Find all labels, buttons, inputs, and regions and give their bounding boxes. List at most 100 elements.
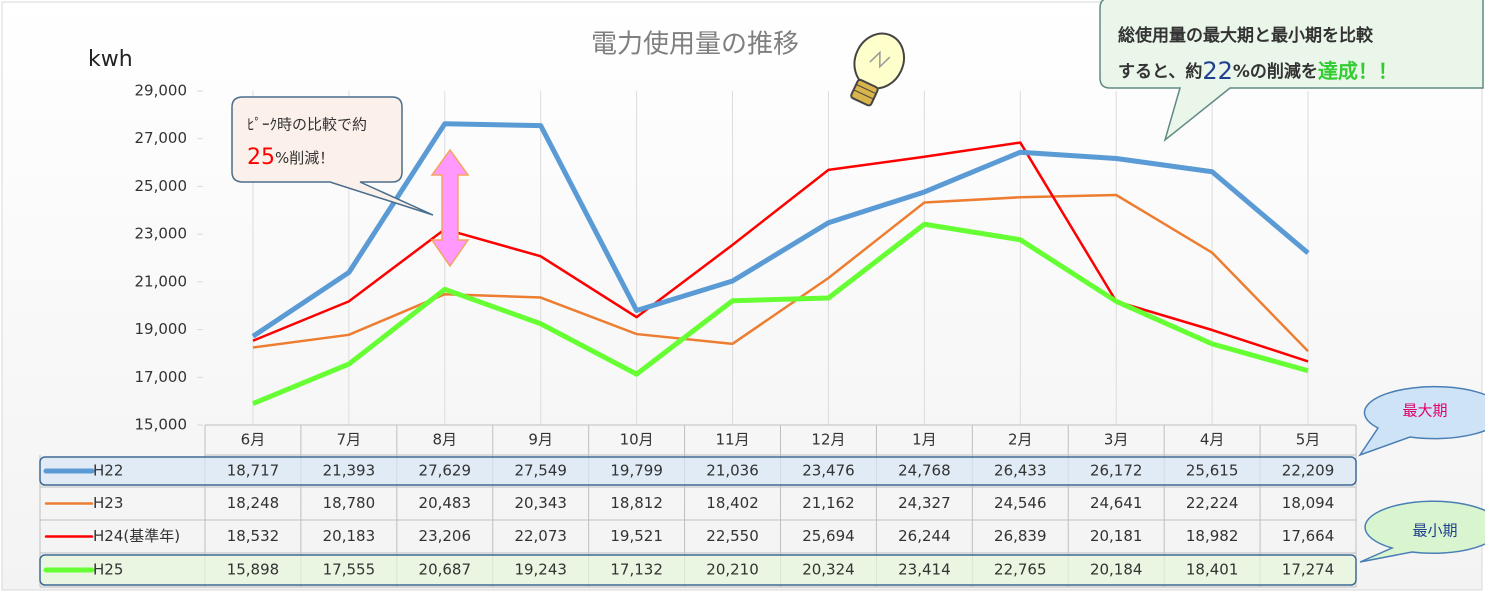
table-value: 22,209 [1282, 462, 1335, 480]
max-label: 最大期 [1402, 402, 1447, 420]
table-value: 17,132 [610, 561, 663, 579]
y-tick-label: 17,000 [135, 368, 188, 386]
table-value: 27,549 [514, 462, 567, 480]
table-value: 20,687 [419, 561, 472, 579]
table-value: 19,799 [610, 462, 663, 480]
table-value: 20,181 [1090, 527, 1143, 545]
total-callout-text: 総使用量の最大期と最小期を比較 [1118, 25, 1374, 46]
peak-percent: 25 [247, 145, 275, 170]
table-value: 22,550 [706, 527, 759, 545]
row-highlight [39, 456, 1357, 486]
legend-label: H23 [93, 494, 123, 512]
table-value: 22,224 [1186, 494, 1239, 512]
table-value: 26,244 [898, 527, 951, 545]
table-value: 22,073 [514, 527, 567, 545]
table-value: 24,768 [898, 462, 951, 480]
x-tick-label: 6月 [241, 431, 266, 449]
legend-label: H25 [93, 561, 123, 579]
x-tick-label: 2月 [1008, 431, 1033, 449]
table-value: 18,982 [1186, 527, 1239, 545]
table-value: 23,414 [898, 561, 951, 579]
table-value: 22,765 [994, 561, 1047, 579]
x-tick-label: 5月 [1296, 431, 1321, 449]
y-tick-label: 21,000 [135, 272, 188, 290]
x-tick-label: 8月 [433, 431, 458, 449]
peak-callout [231, 96, 434, 216]
table-value: 25,615 [1186, 462, 1239, 480]
total-callout-text: すると、約22%の削減を達成！！ [1118, 57, 1398, 85]
chart-title: 電力使用量の推移 [591, 30, 799, 60]
legend-label: H24(基準年) [93, 527, 180, 545]
y-tick-label: 23,000 [135, 225, 188, 243]
table-value: 17,274 [1282, 561, 1335, 579]
table-value: 17,555 [323, 561, 376, 579]
x-tick-label: 9月 [528, 431, 553, 449]
min-label: 最小期 [1412, 522, 1457, 540]
table-value: 20,183 [323, 527, 376, 545]
series-line [251, 121, 1310, 339]
table-value: 20,184 [1090, 561, 1143, 579]
table-value: 21,393 [323, 462, 376, 480]
table-value: 21,162 [802, 494, 855, 512]
table-value: 17,664 [1282, 527, 1335, 545]
legend-label: H22 [93, 462, 123, 480]
plot [251, 121, 1310, 406]
total-text: すると、約 [1118, 61, 1202, 82]
table-value: 19,243 [514, 561, 567, 579]
peak-callout-text: 25%削減！ [247, 145, 334, 170]
table-value: 26,172 [1090, 462, 1143, 480]
table-value: 24,327 [898, 494, 951, 512]
table-value: 18,812 [610, 494, 663, 512]
total-emphasis: 達成！！ [1318, 59, 1398, 83]
table-value: 25,694 [802, 527, 855, 545]
table-value: 23,206 [419, 527, 472, 545]
table-value: 18,717 [227, 462, 280, 480]
max-oval [1358, 385, 1485, 457]
x-tick-label: 12月 [811, 431, 845, 449]
table-value: 18,094 [1282, 494, 1335, 512]
x-tick-label: 7月 [337, 431, 362, 449]
grid: 15,000 17,000 19,000 21,000 23,000 25,000 27,0… [135, 82, 1309, 434]
y-tick-label: 15,000 [135, 416, 188, 434]
bulb-icon [850, 32, 905, 107]
table-value: 24,546 [994, 494, 1047, 512]
table-value: 15,898 [227, 561, 280, 579]
table-value: 18,402 [706, 494, 759, 512]
table-value: 20,343 [514, 494, 567, 512]
table-value: 23,476 [802, 462, 855, 480]
comparison-arrow [430, 148, 470, 268]
total-percent: 22 [1202, 57, 1233, 85]
table-value: 20,483 [419, 494, 472, 512]
x-tick-label: 3月 [1104, 431, 1129, 449]
peak-callout-text: ﾋﾟｰｸ時の比較で約 [247, 116, 367, 134]
min-oval [1359, 500, 1485, 563]
table-value: 26,839 [994, 527, 1047, 545]
y-axis-label: kwh [88, 47, 133, 72]
total-callout [1099, 0, 1484, 143]
x-tick-label: 1月 [912, 431, 937, 449]
y-tick-label: 27,000 [135, 129, 188, 147]
table-value: 18,780 [323, 494, 376, 512]
table-value: 20,324 [802, 561, 855, 579]
table-value: 18,401 [1186, 561, 1239, 579]
y-tick-label: 29,000 [135, 82, 188, 100]
x-tick-label: 4月 [1200, 431, 1225, 449]
x-tick-label: 10月 [620, 431, 654, 449]
data-table: 6月 7月 8月 9月 10月 11月 12月 1月 2月 3月 4月 5月 H22 18,717 21,3… [39, 424, 1357, 588]
table-value: 27,629 [419, 462, 472, 480]
y-tick-label: 19,000 [135, 320, 188, 338]
y-tick-label: 25,000 [135, 177, 188, 195]
table-value: 21,036 [706, 462, 759, 480]
series-line [252, 221, 1309, 406]
table-value: 18,532 [227, 527, 280, 545]
table-value: 26,433 [994, 462, 1047, 480]
row-highlight [39, 554, 1357, 586]
table-value: 24,641 [1090, 494, 1143, 512]
table-value: 19,521 [610, 527, 663, 545]
peak-text: %削減！ [275, 149, 334, 167]
table-value: 20,210 [706, 561, 759, 579]
x-tick-label: 11月 [715, 431, 749, 449]
table-value: 18,248 [227, 494, 280, 512]
total-text: %の削減を [1233, 61, 1318, 82]
